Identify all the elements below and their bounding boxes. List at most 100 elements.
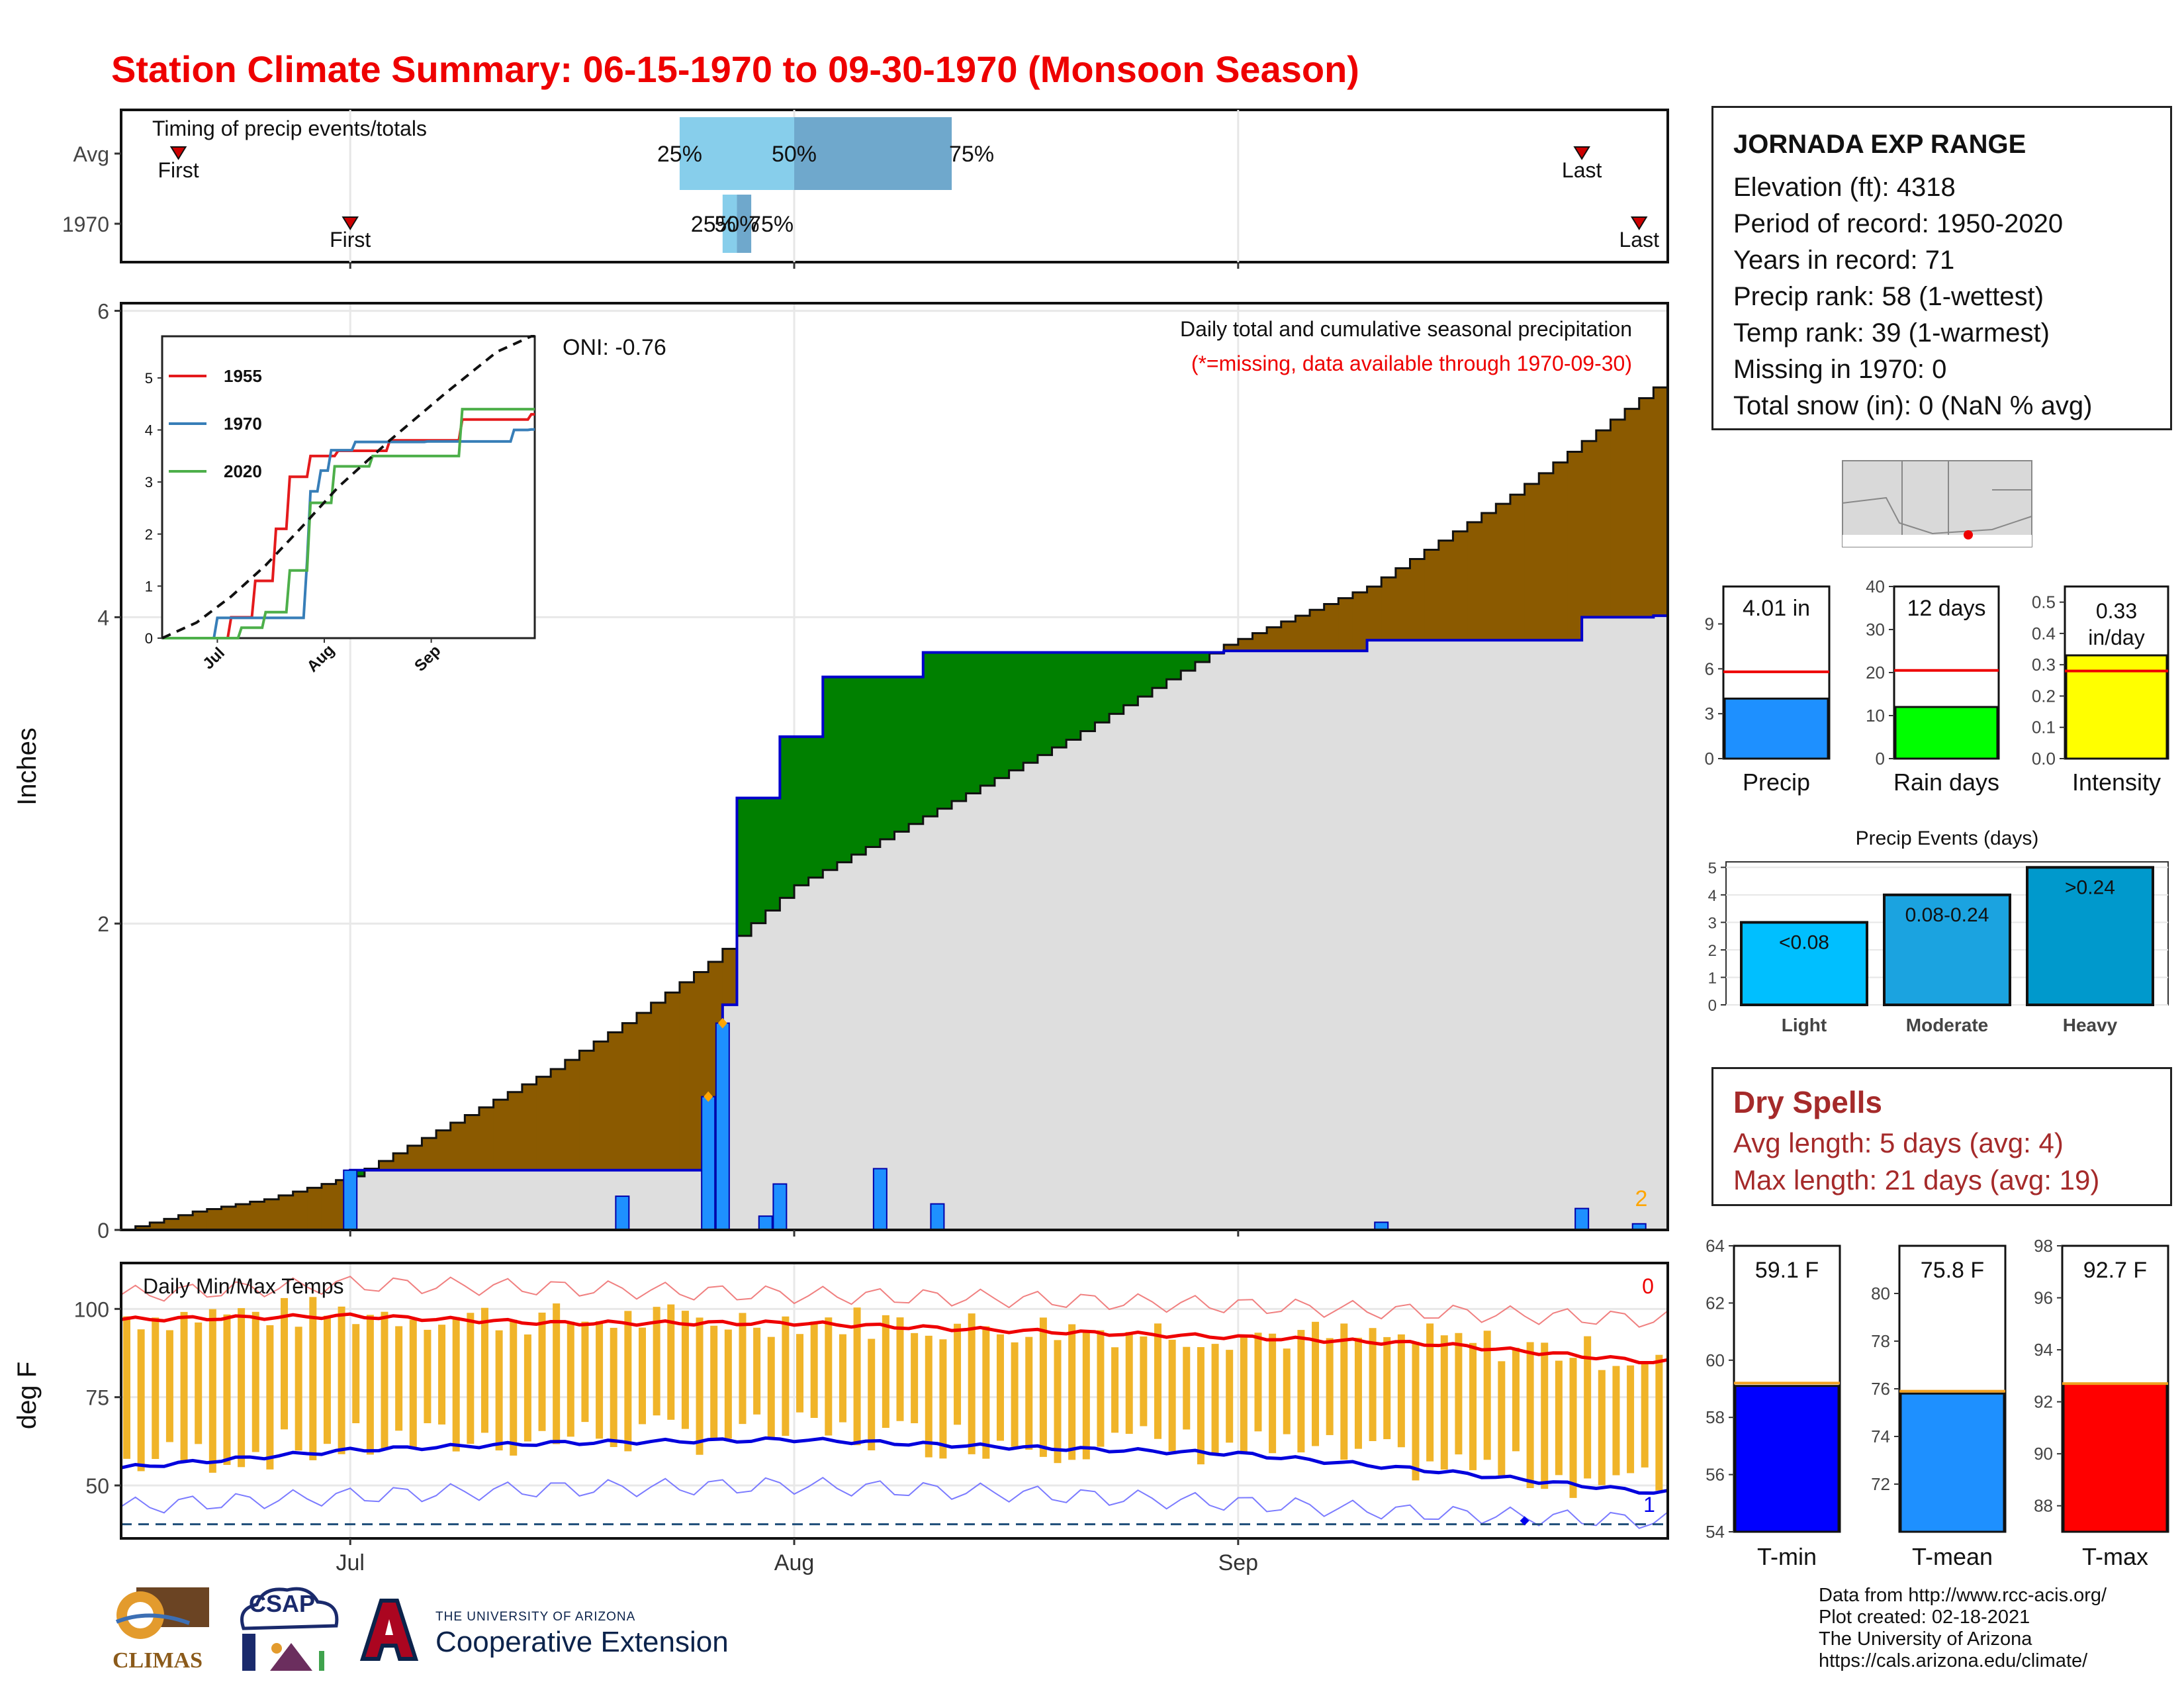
timing-bar-q25-q50: [722, 195, 737, 253]
precip-surplus-segment: [923, 652, 938, 817]
precip-deficit-segment: [493, 1100, 508, 1170]
precip-deficit-segment: [135, 1226, 150, 1230]
timing-bar-q50-q75: [794, 117, 952, 190]
station-temp-rank: Temp rank: 39 (1-warmest): [1733, 318, 2050, 348]
precip-deficit-segment: [236, 1204, 251, 1230]
daily-temp-bar: [853, 1307, 861, 1446]
daily-temp-bar: [581, 1321, 589, 1423]
daily-temp-bar: [553, 1303, 561, 1444]
daily-temp-bar: [409, 1319, 417, 1448]
mini-bar-y-tick-label: 30: [1866, 620, 1885, 639]
daily-temp-bar: [180, 1311, 188, 1461]
precip-deficit-segment: [565, 1060, 580, 1170]
station-name: JORNADA EXP RANGE: [1733, 130, 2026, 159]
precip-events-category-label: Moderate: [1906, 1015, 1988, 1035]
credits: Data from http://www.rcc-acis.org/ Plot …: [1819, 1585, 2107, 1672]
daily-precip-bar: [715, 1022, 730, 1231]
avg-low-line: [120, 1436, 1668, 1495]
station-elevation: Elevation (ft): 4318: [1733, 173, 1956, 202]
daily-temp-bar: [1297, 1330, 1305, 1453]
inset-series-line: [162, 428, 535, 639]
precip-deficit-segment: [622, 1023, 637, 1170]
precip-deficit-segment: [1510, 494, 1525, 641]
first-event-marker-icon: [341, 216, 359, 230]
timing-last-label: Last: [1619, 228, 1659, 252]
precip-deficit-segment: [1567, 451, 1582, 641]
csap-logo: CSAP: [230, 1582, 344, 1675]
precip-deficit-segment: [579, 1051, 594, 1170]
mini-bar-value: [1894, 706, 1999, 760]
precip-deficit-segment: [665, 992, 680, 1170]
dry-spells-box: Dry Spells Avg length: 5 days (avg: 4) M…: [1711, 1067, 2172, 1206]
precip-y-tick-label: 6: [97, 300, 109, 324]
precip-deficit-segment: [1395, 568, 1411, 641]
timing-pct-50: 50%: [772, 142, 817, 167]
daily-temp-bar: [395, 1326, 403, 1431]
daily-temp-bar: [567, 1321, 574, 1437]
precip-deficit-segment: [407, 1145, 423, 1170]
timing-pct-75: 75%: [949, 142, 994, 167]
precip-events-title: Precip Events (days): [1856, 827, 2039, 849]
daily-temp-bar: [1197, 1347, 1205, 1465]
precip-events-category-label: Light: [1782, 1015, 1827, 1035]
daily-temp-bar: [295, 1327, 302, 1451]
ua-a-icon: [359, 1599, 419, 1661]
dry-spells-avg: Avg length: 5 days (avg: 4): [1733, 1127, 2064, 1158]
daily-precip-bar: [343, 1169, 358, 1231]
precip-events-y-tick-label: 5: [1708, 859, 1717, 877]
temp-summary-y-tick-label: 98: [2034, 1236, 2053, 1256]
station-location-marker: [1964, 530, 1973, 539]
daily-temp-bar: [954, 1323, 962, 1425]
mini-bar-label: Rain days: [1893, 769, 1999, 796]
timing-first-label: First: [158, 158, 199, 182]
precip-surplus-segment: [837, 677, 852, 863]
temp-summary-y-tick-label: 88: [2034, 1496, 2053, 1516]
credit-line: Data from http://www.rcc-acis.org/: [1819, 1585, 2107, 1606]
temp-cold-count: 1: [1643, 1493, 1655, 1517]
precip-surplus-segment: [866, 677, 881, 847]
precip-deficit-segment: [379, 1160, 394, 1170]
precip-y-tick-label: 2: [97, 912, 109, 936]
daily-temp-bar: [1526, 1342, 1534, 1489]
precip-surplus-segment: [1023, 652, 1038, 763]
precip-surplus-segment: [980, 652, 995, 786]
region-map: [1842, 460, 2032, 547]
precip-surplus-segment: [1109, 652, 1124, 714]
precip-events-y-tick-label: 0: [1708, 997, 1717, 1015]
mini-bar-y-tick-label: 0.0: [2032, 749, 2056, 769]
record-low-line: [120, 1476, 1668, 1529]
mini-bar-y-tick-label: 3: [1705, 704, 1714, 724]
precip-deficit-segment: [1295, 616, 1310, 651]
record-high-line: [120, 1276, 1668, 1328]
daily-temp-bar: [1598, 1370, 1606, 1485]
precip-deficit-segment: [1424, 549, 1439, 641]
daily-temp-bar: [223, 1314, 231, 1466]
precip-events-bar-label: >0.24: [2065, 876, 2115, 898]
daily-temp-bar: [1440, 1335, 1448, 1470]
precip-surplus-segment: [851, 677, 866, 855]
daily-temp-bar: [968, 1313, 976, 1454]
daily-temp-bar: [510, 1319, 518, 1456]
daily-temp-bar: [1254, 1333, 1262, 1432]
daily-temp-bar: [653, 1307, 660, 1416]
precip-deficit-segment: [1281, 621, 1296, 651]
daily-temp-bar: [366, 1315, 374, 1455]
map-state-lines: [1901, 461, 2032, 535]
precip-surplus-segment: [1138, 652, 1153, 697]
daily-precip-bar: [701, 1096, 716, 1231]
daily-temp-bar: [753, 1327, 761, 1415]
precip-deficit-segment: [1438, 540, 1454, 641]
temp-summary-y-tick-label: 78: [1871, 1331, 1890, 1351]
mini-bar-value-label: 4.01 in: [1743, 596, 1810, 621]
year-cumulative-line: [121, 614, 1668, 1231]
daily-temp-bar: [1426, 1323, 1434, 1462]
inset-y-tick-label: 4: [145, 422, 153, 439]
precip-surplus-segment: [780, 736, 795, 898]
climas-emblem-icon: [115, 1587, 209, 1639]
precip-surplus-segment: [350, 1170, 365, 1177]
precip-deficit-segment: [1338, 598, 1353, 651]
temp-summary-y-tick-label: 58: [1706, 1407, 1725, 1427]
daily-temp-bar: [1097, 1330, 1105, 1447]
daily-temp-bar: [1455, 1333, 1463, 1455]
missing-data-note: (*=missing, data available through 1970-…: [1191, 352, 1632, 375]
